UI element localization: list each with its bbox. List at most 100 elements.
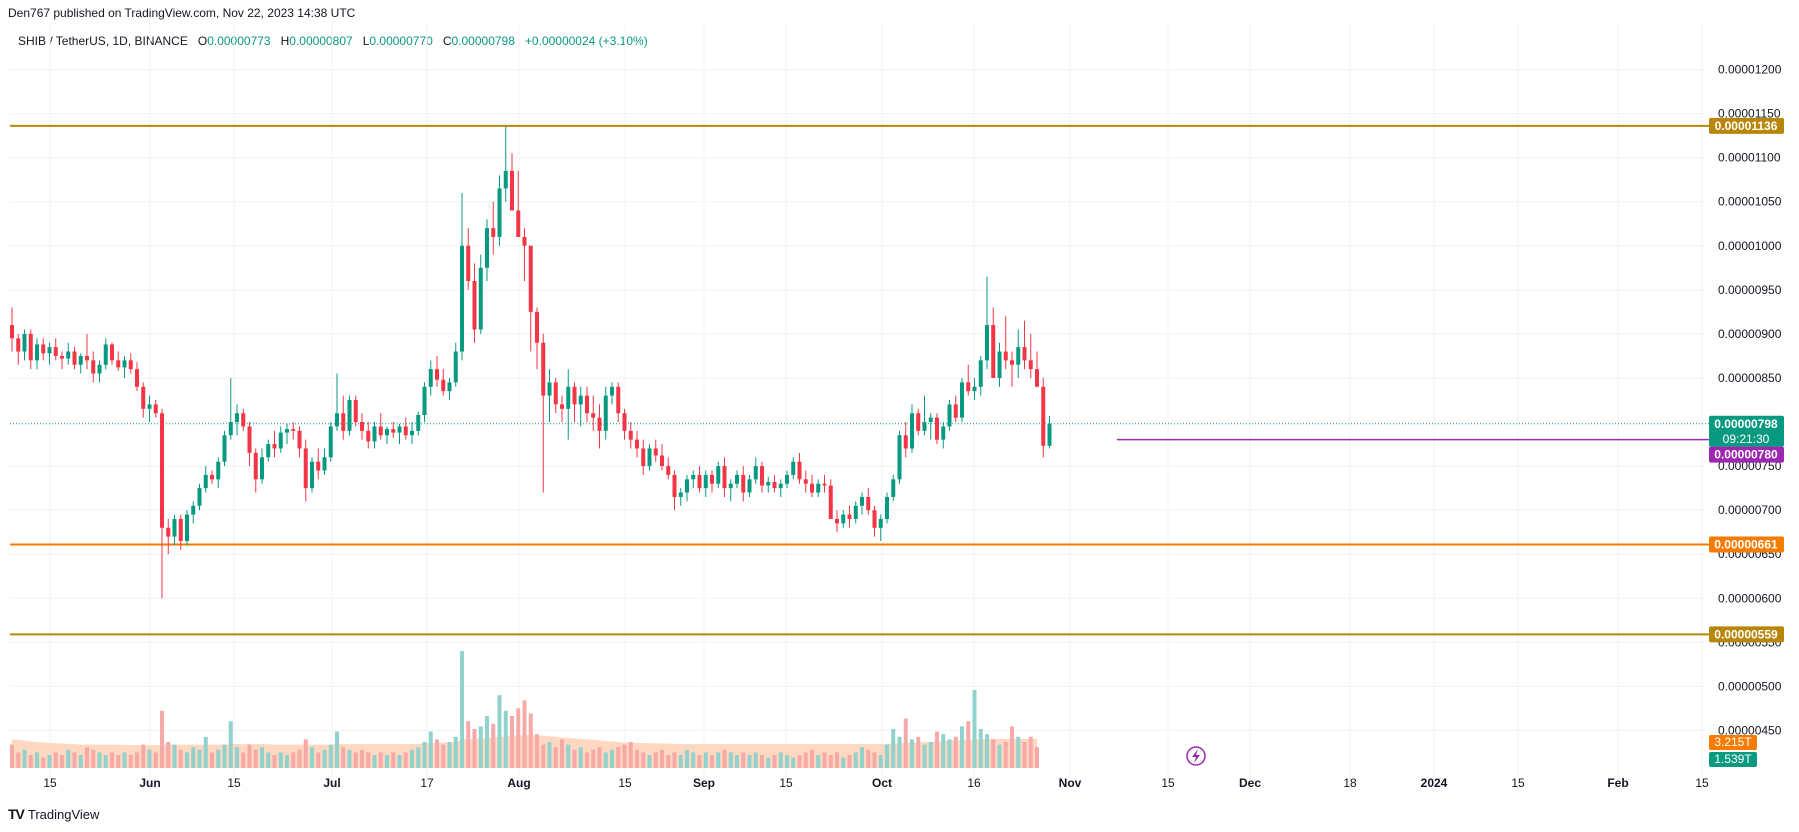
candles[interactable]: [10, 126, 1052, 599]
candle-body: [922, 422, 927, 431]
volume-bar: [428, 731, 433, 768]
candle-body: [578, 395, 583, 405]
volume-bar: [903, 718, 908, 768]
volume-bar: [710, 755, 714, 768]
time-tick-label: 15: [779, 776, 793, 790]
time-tick-label: 15: [227, 776, 241, 790]
candle-body: [560, 404, 564, 409]
price-tick-label: 0.00001100: [1718, 151, 1781, 165]
volume-bar: [328, 744, 333, 768]
candle-body: [622, 413, 627, 431]
volume-bar: [35, 752, 39, 768]
volume-bar: [66, 749, 71, 768]
volume-bar: [953, 736, 958, 768]
time-tick-label: Nov: [1059, 776, 1082, 790]
volume-bar: [16, 752, 21, 768]
volume-bar: [22, 749, 27, 768]
volume-bar: [547, 742, 552, 768]
lightning-icon[interactable]: [1186, 746, 1206, 766]
candle-body: [810, 483, 814, 493]
volume-bar: [160, 710, 164, 768]
volume-bar: [285, 755, 289, 768]
volume-bar: [885, 744, 889, 768]
volume-bar: [816, 755, 821, 768]
high-value: 0.00000807: [289, 34, 353, 48]
candle-body: [247, 426, 252, 453]
footer-brand[interactable]: TV TradingView: [8, 806, 99, 822]
volume-bar: [1028, 736, 1033, 768]
candle-body: [253, 452, 258, 480]
volume-bar: [416, 747, 421, 768]
volume-bar: [341, 747, 346, 768]
candle-body: [72, 351, 77, 365]
volume-bar: [578, 747, 583, 768]
volume-bar: [303, 739, 308, 768]
volume-bar: [403, 752, 408, 768]
candle-body: [747, 479, 752, 493]
volume-bar: [322, 749, 327, 768]
level-tag-bg: [1709, 117, 1784, 134]
candle-body: [272, 444, 277, 449]
volume-bar: [135, 752, 139, 768]
candle-body: [691, 474, 696, 480]
candle-body: [1003, 351, 1008, 361]
volume-bar: [947, 739, 952, 768]
volume-bar: [153, 752, 158, 768]
candle-body: [241, 413, 246, 427]
volume-bar: [622, 744, 627, 768]
volume-bar: [197, 749, 202, 768]
candle-body: [297, 430, 302, 449]
volume-bar: [97, 752, 102, 768]
current-price-tag-bg: [1709, 415, 1784, 447]
candle-body: [585, 395, 589, 414]
volume-bar: [872, 752, 877, 768]
candle-body: [672, 474, 677, 497]
volume-bar: [841, 757, 846, 768]
volume-bar: [766, 757, 771, 768]
time-axis[interactable]: 15 Jun 15 Jul 17 Aug 15 Sep 15 Oct 16 Nov 15 Dec 18 202…: [43, 776, 1709, 790]
volume-bar: [497, 695, 502, 768]
price-tick-label: 0.00000600: [1718, 591, 1782, 605]
symbol-name[interactable]: SHIB / TetherUS, 1D, BINANCE: [18, 34, 188, 48]
volume-bar: [772, 755, 777, 768]
volume-bar: [641, 752, 646, 768]
time-tick-label: 15: [43, 776, 57, 790]
candle-body: [866, 496, 871, 511]
horizontal-levels[interactable]: [10, 124, 1712, 636]
candle-body: [166, 527, 171, 537]
candle-body: [41, 344, 46, 354]
candle-body: [828, 485, 833, 519]
volume-bar: [560, 739, 564, 768]
candle-body: [266, 444, 271, 458]
volume-bar: [603, 752, 608, 768]
candle-body: [510, 170, 514, 211]
candle-body: [953, 404, 958, 418]
time-tick-label: Jul: [323, 776, 340, 790]
candle-body: [741, 474, 746, 493]
candle-body: [778, 483, 783, 489]
volume-bar: [485, 716, 489, 768]
candle-body: [322, 457, 327, 471]
volume-bar: [797, 755, 802, 768]
candle-body: [153, 404, 158, 414]
price-chart[interactable]: 0.00001200 0.00001150 0.00001100 0.00001050…: [0, 22, 1799, 802]
volume-bar: [72, 752, 77, 768]
volume-bar: [128, 755, 133, 768]
candle-body: [447, 382, 452, 392]
volume-bar: [928, 742, 933, 768]
candle-body: [985, 325, 989, 361]
volume-bar: [922, 744, 927, 768]
price-tick-label: 0.00001050: [1718, 195, 1782, 209]
volume-bar: [353, 752, 358, 768]
level-tag-bg: [1709, 536, 1784, 553]
current-price-tag: 0.00000798: [1714, 417, 1778, 431]
candle-body: [110, 344, 114, 361]
candle-body: [903, 435, 908, 449]
time-tick-label: 15: [1161, 776, 1175, 790]
candle-body: [428, 369, 433, 387]
candle-body: [553, 382, 558, 405]
candle-body: [753, 466, 758, 480]
vol-tag: 1.539T: [1714, 752, 1752, 766]
candle-body: [616, 386, 621, 414]
volume-bar: [572, 749, 577, 768]
